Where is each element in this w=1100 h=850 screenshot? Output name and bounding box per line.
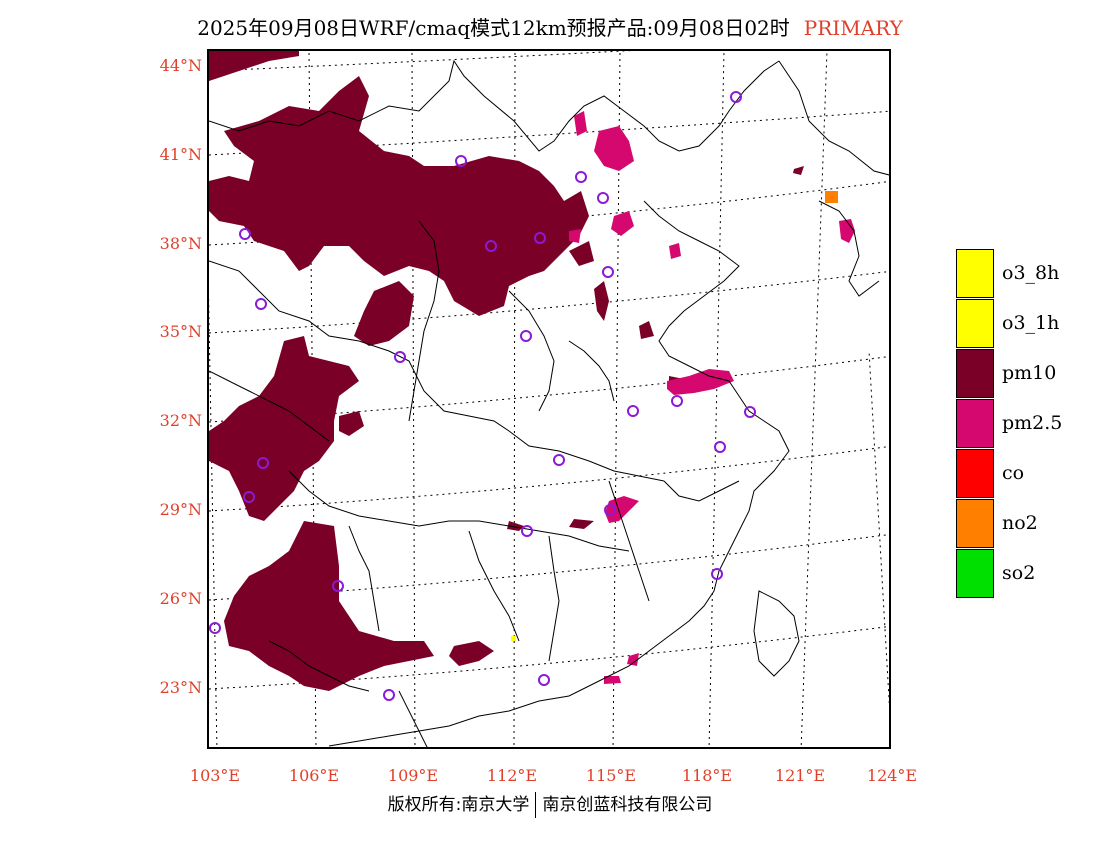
legend-swatch: [956, 299, 994, 348]
map-canvas: [209, 51, 889, 747]
station-marker: [534, 232, 546, 244]
primary-tag: PRIMARY: [803, 16, 903, 40]
station-marker: [538, 674, 550, 686]
legend-label: pm2.5: [1002, 412, 1063, 434]
lat-label-41: 41°N: [159, 145, 202, 164]
lat-label-26: 26°N: [159, 589, 202, 608]
station-marker: [714, 441, 726, 453]
station-marker: [604, 504, 616, 516]
legend-label: o3_1h: [1002, 312, 1060, 334]
station-marker: [730, 91, 742, 103]
station-marker: [553, 454, 565, 466]
station-marker: [627, 405, 639, 417]
station-markers: [209, 91, 756, 701]
map-frame[interactable]: [207, 49, 891, 749]
lon-label-103: 103°E: [189, 766, 241, 785]
station-marker: [744, 406, 756, 418]
legend-label: co: [1002, 462, 1025, 484]
station-marker: [332, 580, 344, 592]
station-marker: [243, 491, 255, 503]
legend-swatch: [956, 549, 994, 598]
footer: 版权所有:南京大学 南京创蓝科技有限公司: [0, 790, 1100, 818]
pm25-regions: [569, 111, 855, 684]
lat-label-32: 32°N: [159, 411, 202, 430]
station-marker: [257, 457, 269, 469]
lat-label-44: 44°N: [159, 56, 202, 75]
station-marker: [520, 330, 532, 342]
lat-label-38: 38°N: [159, 234, 202, 253]
lat-label-29: 29°N: [159, 500, 202, 519]
legend-label: so2: [1002, 562, 1036, 584]
legend-label: no2: [1002, 512, 1038, 534]
footer-copyright: 版权所有:南京大学: [387, 795, 530, 815]
station-marker: [255, 298, 267, 310]
lon-label-115: 115°E: [585, 766, 637, 785]
station-marker: [209, 622, 221, 634]
lon-label-109: 109°E: [387, 766, 439, 785]
lon-label-112: 112°E: [486, 766, 538, 785]
legend-swatch: [956, 349, 994, 398]
station-marker: [239, 228, 251, 240]
station-marker: [597, 192, 609, 204]
lat-label-35: 35°N: [159, 322, 202, 341]
o3-patch: [511, 636, 516, 641]
station-marker: [485, 240, 497, 252]
lon-label-118: 118°E: [681, 766, 733, 785]
station-marker: [394, 351, 406, 363]
no2-patch: [825, 191, 838, 203]
legend-swatch: [956, 499, 994, 548]
station-marker: [671, 395, 683, 407]
legend-swatch: [956, 399, 994, 448]
legend-swatch: [956, 249, 994, 298]
station-marker: [711, 568, 723, 580]
lon-label-121: 121°E: [774, 766, 826, 785]
legend-label: pm10: [1002, 362, 1057, 384]
map-title: 2025年09月08日WRF/cmaq模式12km预报产品:09月08日02时 P…: [0, 12, 1100, 41]
station-marker: [455, 155, 467, 167]
station-marker: [602, 266, 614, 278]
footer-separator: [535, 792, 537, 818]
station-marker: [521, 525, 533, 537]
lon-label-106: 106°E: [288, 766, 340, 785]
lon-label-124: 124°E: [866, 766, 918, 785]
boundaries: [209, 59, 889, 747]
legend-label: o3_8h: [1002, 262, 1060, 284]
station-marker: [575, 171, 587, 183]
legend-swatch: [956, 449, 994, 498]
title-text: 2025年09月08日WRF/cmaq模式12km预报产品:09月08日02时: [197, 16, 790, 40]
lat-label-23: 23°N: [159, 678, 202, 697]
station-marker: [383, 689, 395, 701]
footer-company: 南京创蓝科技有限公司: [542, 795, 713, 815]
pm10-regions: [209, 51, 804, 691]
